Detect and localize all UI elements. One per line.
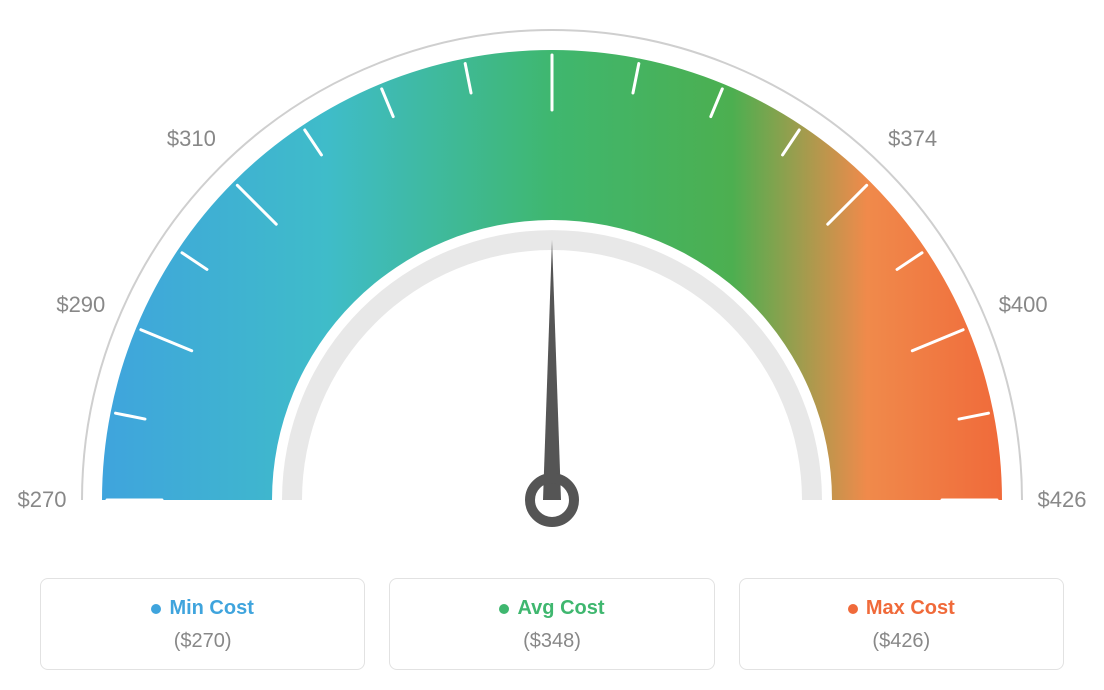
legend-title-min: Min Cost bbox=[151, 597, 253, 620]
gauge-tick-label: $348 bbox=[528, 0, 577, 3]
legend-dot-avg bbox=[499, 604, 509, 614]
gauge-tick-label: $270 bbox=[18, 487, 67, 513]
legend-row: Min Cost ($270) Avg Cost ($348) Max Cost… bbox=[0, 578, 1104, 670]
gauge-tick-label: $290 bbox=[56, 292, 105, 318]
legend-value-min: ($270) bbox=[51, 630, 354, 653]
gauge-chart: $270 $290 $310 $348 $374 $400 $426 bbox=[0, 0, 1104, 560]
legend-title-min-text: Min Cost bbox=[169, 597, 253, 620]
legend-title-max: Max Cost bbox=[848, 597, 955, 620]
legend-dot-max bbox=[848, 604, 858, 614]
legend-dot-min bbox=[151, 604, 161, 614]
gauge-svg bbox=[0, 0, 1104, 560]
gauge-tick-label: $310 bbox=[167, 126, 216, 152]
legend-card-min: Min Cost ($270) bbox=[40, 578, 365, 670]
legend-card-max: Max Cost ($426) bbox=[739, 578, 1064, 670]
gauge-tick-label: $426 bbox=[1038, 487, 1087, 513]
legend-title-max-text: Max Cost bbox=[866, 597, 955, 620]
legend-value-max: ($426) bbox=[750, 630, 1053, 653]
gauge-tick-label: $374 bbox=[888, 126, 937, 152]
legend-card-avg: Avg Cost ($348) bbox=[389, 578, 714, 670]
legend-value-avg: ($348) bbox=[400, 630, 703, 653]
legend-title-avg: Avg Cost bbox=[499, 597, 604, 620]
legend-title-avg-text: Avg Cost bbox=[517, 597, 604, 620]
gauge-tick-label: $400 bbox=[999, 292, 1048, 318]
